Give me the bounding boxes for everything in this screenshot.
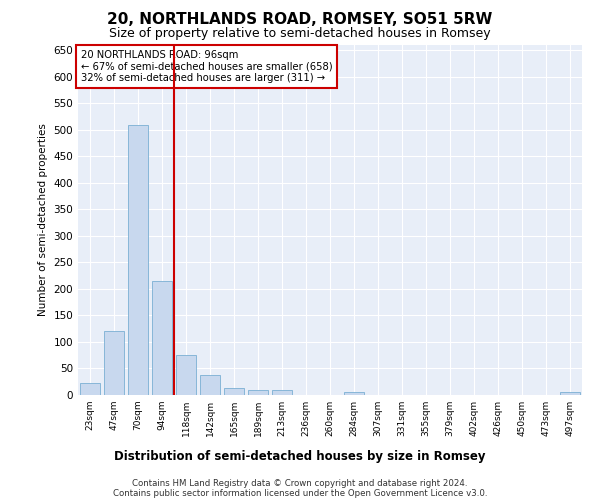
Text: Contains HM Land Registry data © Crown copyright and database right 2024.: Contains HM Land Registry data © Crown c…	[132, 479, 468, 488]
Text: 20 NORTHLANDS ROAD: 96sqm
← 67% of semi-detached houses are smaller (658)
32% of: 20 NORTHLANDS ROAD: 96sqm ← 67% of semi-…	[80, 50, 332, 84]
Text: 20, NORTHLANDS ROAD, ROMSEY, SO51 5RW: 20, NORTHLANDS ROAD, ROMSEY, SO51 5RW	[107, 12, 493, 28]
Bar	[560, 392, 580, 395]
Bar	[176, 355, 196, 395]
Bar	[128, 124, 148, 395]
Bar	[224, 388, 244, 395]
Y-axis label: Number of semi-detached properties: Number of semi-detached properties	[38, 124, 48, 316]
Bar	[272, 390, 292, 395]
Bar	[80, 384, 100, 395]
Text: Distribution of semi-detached houses by size in Romsey: Distribution of semi-detached houses by …	[114, 450, 486, 463]
Bar	[248, 390, 268, 395]
Text: Contains public sector information licensed under the Open Government Licence v3: Contains public sector information licen…	[113, 489, 487, 498]
Bar	[104, 332, 124, 395]
Bar	[152, 281, 172, 395]
Bar	[344, 392, 364, 395]
Bar	[200, 375, 220, 395]
Text: Size of property relative to semi-detached houses in Romsey: Size of property relative to semi-detach…	[109, 28, 491, 40]
